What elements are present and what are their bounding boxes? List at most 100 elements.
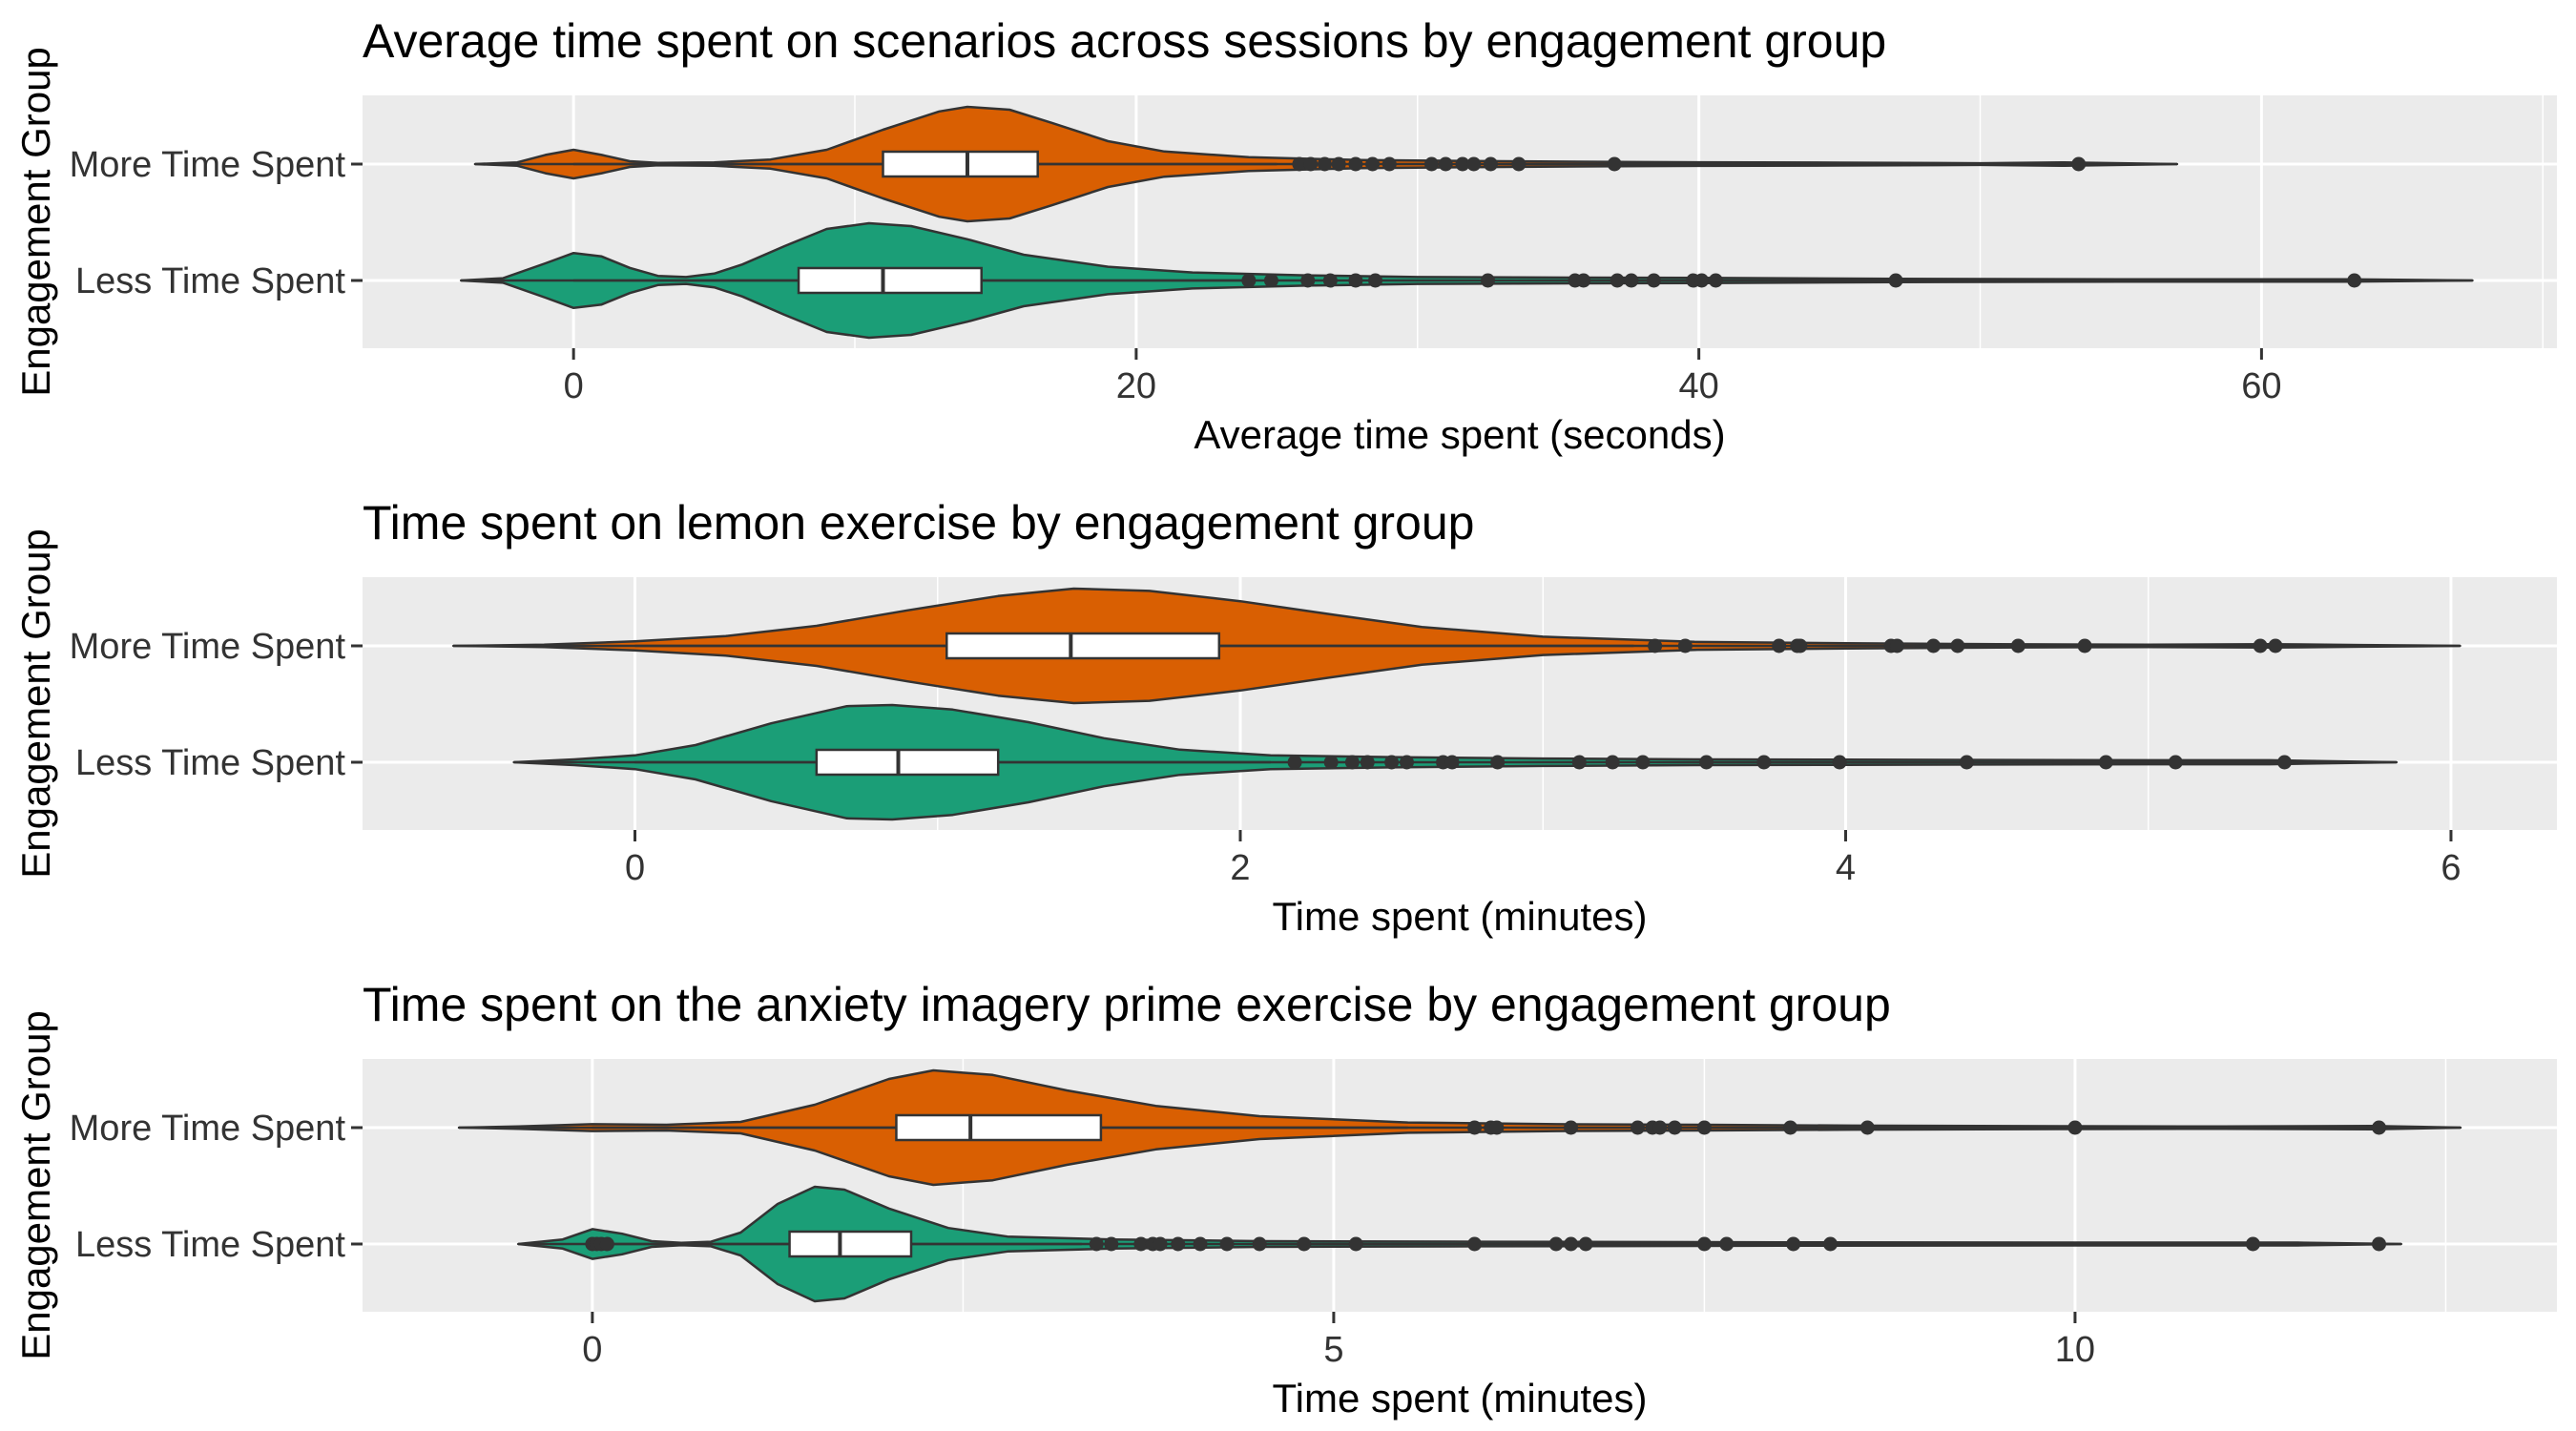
x-tick-label: 10 [2055,1330,2095,1370]
outlier-point [1959,755,1974,770]
outlier-point [1252,1236,1267,1252]
outlier-point [1368,273,1383,288]
x-tick-label: 6 [2441,848,2461,888]
chart-title: Average time spent on scenarios across s… [363,14,1886,68]
outlier-point [1793,638,1808,653]
outlier-point [1104,1236,1119,1252]
x-tick-label: 0 [564,366,584,406]
y-tick-label: Less Time Spent [75,743,345,783]
outlier-point [1287,755,1302,770]
outlier-point [1888,273,1903,288]
outlier-point [1607,156,1622,172]
outlier-point [1480,273,1495,288]
outlier-point [2168,755,2183,770]
outlier-point [1263,273,1278,288]
series-less-time-spent [512,703,2399,821]
x-axis-title: Average time spent (seconds) [1194,412,1725,457]
outlier-point [1823,1236,1839,1252]
chart-panel-2: Time spent on lemon exercise by engageme… [13,496,2557,939]
plot-background [363,95,2557,348]
outlier-point [1576,273,1591,288]
y-tick-label: More Time Spent [70,1109,346,1149]
outlier-point [2245,1236,2260,1252]
x-tick-label: 0 [582,1330,602,1370]
chart-title: Time spent on lemon exercise by engageme… [363,496,1474,550]
outlier-point [1171,1236,1186,1252]
outlier-point [1605,755,1620,770]
box-iqr [788,1230,913,1258]
outlier-point [1694,273,1710,288]
x-tick-label: 4 [1836,848,1856,888]
outlier-point [1348,273,1363,288]
outlier-point [2372,1236,2387,1252]
plot-background [363,577,2557,830]
y-axis-title: Engagement Group [13,1010,58,1360]
box-iqr [945,632,1221,660]
chart-panel-1: Average time spent on scenarios across s… [13,14,2557,457]
outlier-point [1548,1236,1564,1252]
x-tick-label: 0 [625,848,645,888]
series-less-time-spent [459,221,2474,340]
outlier-point [1344,755,1360,770]
outlier-point [1089,1236,1104,1252]
outlier-point [1348,156,1363,172]
outlier-point [1630,1120,1645,1135]
outlier-point [1699,755,1714,770]
y-tick-label: Less Time Spent [75,1225,345,1265]
outlier-point [2071,156,2087,172]
x-axis-title: Time spent (minutes) [1273,894,1648,939]
box-iqr [882,150,1039,178]
outlier-point [1219,1236,1235,1252]
outlier-point [1193,1236,1208,1252]
outlier-point [1564,1120,1579,1135]
outlier-point [1667,1120,1682,1135]
series-more-time-spent [473,105,2179,223]
outlier-point [1511,156,1527,172]
x-axis-title: Time spent (minutes) [1273,1376,1648,1421]
outlier-point [1297,1236,1312,1252]
outlier-point [1303,156,1319,172]
outlier-point [1317,156,1332,172]
x-tick-label: 2 [1230,848,1250,888]
outlier-point [2268,638,2283,653]
outlier-point [2372,1120,2387,1135]
box-iqr [815,748,1000,777]
outlier-point [1696,1120,1712,1135]
outlier-point [1564,1236,1579,1252]
chart-title: Time spent on the anxiety imagery prime … [363,978,1891,1031]
outlier-point [1925,638,1941,653]
outlier-point [1399,755,1414,770]
outlier-point [1635,755,1651,770]
outlier-point [2098,755,2113,770]
outlier-point [1756,755,1772,770]
outlier-point [1648,638,1663,653]
outlier-point [1467,1120,1483,1135]
outlier-point [1365,156,1381,172]
outlier-point [1323,755,1339,770]
outlier-point [1646,273,1661,288]
y-tick-label: Less Time Spent [75,261,345,301]
outlier-point [1783,1120,1798,1135]
x-tick-label: 5 [1323,1330,1343,1370]
outlier-point [1571,755,1587,770]
y-tick-label: More Time Spent [70,627,346,667]
outlier-point [1241,273,1257,288]
outlier-point [1610,273,1625,288]
outlier-point [1696,1236,1712,1252]
outlier-point [1950,638,1965,653]
outlier-point [1384,755,1400,770]
outlier-point [1300,273,1316,288]
outlier-point [1708,273,1723,288]
outlier-point [2276,755,2292,770]
outlier-point [1490,755,1506,770]
outlier-point [1772,638,1787,653]
outlier-point [1381,156,1397,172]
box-iqr [895,1113,1103,1142]
outlier-point [1483,156,1498,172]
plot-background [363,1059,2557,1312]
outlier-point [1489,1120,1505,1135]
series-more-time-spent [457,1068,2462,1187]
outlier-point [1786,1236,1801,1252]
outlier-point [1719,1236,1735,1252]
